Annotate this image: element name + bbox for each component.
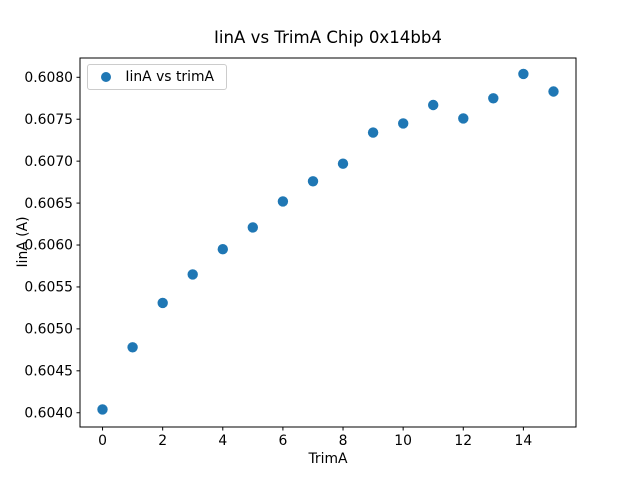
- y-tick-label: 0.6070: [24, 154, 73, 170]
- data-point: [127, 342, 138, 353]
- data-point: [157, 297, 168, 309]
- x-tick-label: 6: [278, 433, 287, 449]
- data-point: [398, 118, 409, 129]
- data-point: [187, 269, 198, 280]
- data-point: [97, 404, 108, 415]
- data-point: [428, 99, 439, 111]
- y-tick-label: 0.6060: [24, 238, 73, 254]
- x-tick-label: 14: [515, 433, 533, 449]
- x-tick-label: 0: [98, 433, 107, 449]
- y-tick-label: 0.6040: [24, 405, 73, 421]
- data-point: [367, 127, 379, 138]
- y-tick-label: 0.6055: [24, 280, 73, 296]
- plot-area-border: [79, 57, 577, 428]
- x-axis-label: TrimA: [308, 451, 348, 467]
- legend: IinA vs trimA: [87, 64, 227, 90]
- data-point: [277, 196, 289, 207]
- data-point: [307, 176, 319, 187]
- data-point: [217, 244, 228, 255]
- y-axis-label: IinA (A): [15, 216, 31, 268]
- data-point: [518, 68, 529, 80]
- x-tick-label: 4: [218, 433, 227, 449]
- chart-title: IinA vs TrimA Chip 0x14bb4: [214, 28, 442, 47]
- data-point: [488, 93, 499, 104]
- y-tick-label: 0.6075: [24, 112, 73, 128]
- y-tick-label: 0.6045: [24, 364, 73, 380]
- data-point: [337, 158, 349, 169]
- data-point: [548, 86, 559, 97]
- y-tick-label: 0.6080: [24, 70, 73, 86]
- y-tick-label: 0.6065: [24, 196, 73, 212]
- x-tick-label: 8: [339, 433, 348, 449]
- x-tick-label: 10: [394, 433, 412, 449]
- legend-marker-icon: [101, 71, 112, 83]
- data-point: [247, 222, 258, 233]
- x-tick-label: 2: [158, 433, 167, 449]
- y-tick-label: 0.6050: [24, 322, 73, 338]
- x-tick-label: 12: [454, 433, 472, 449]
- legend-label: IinA vs trimA: [125, 69, 214, 85]
- data-point: [458, 113, 469, 124]
